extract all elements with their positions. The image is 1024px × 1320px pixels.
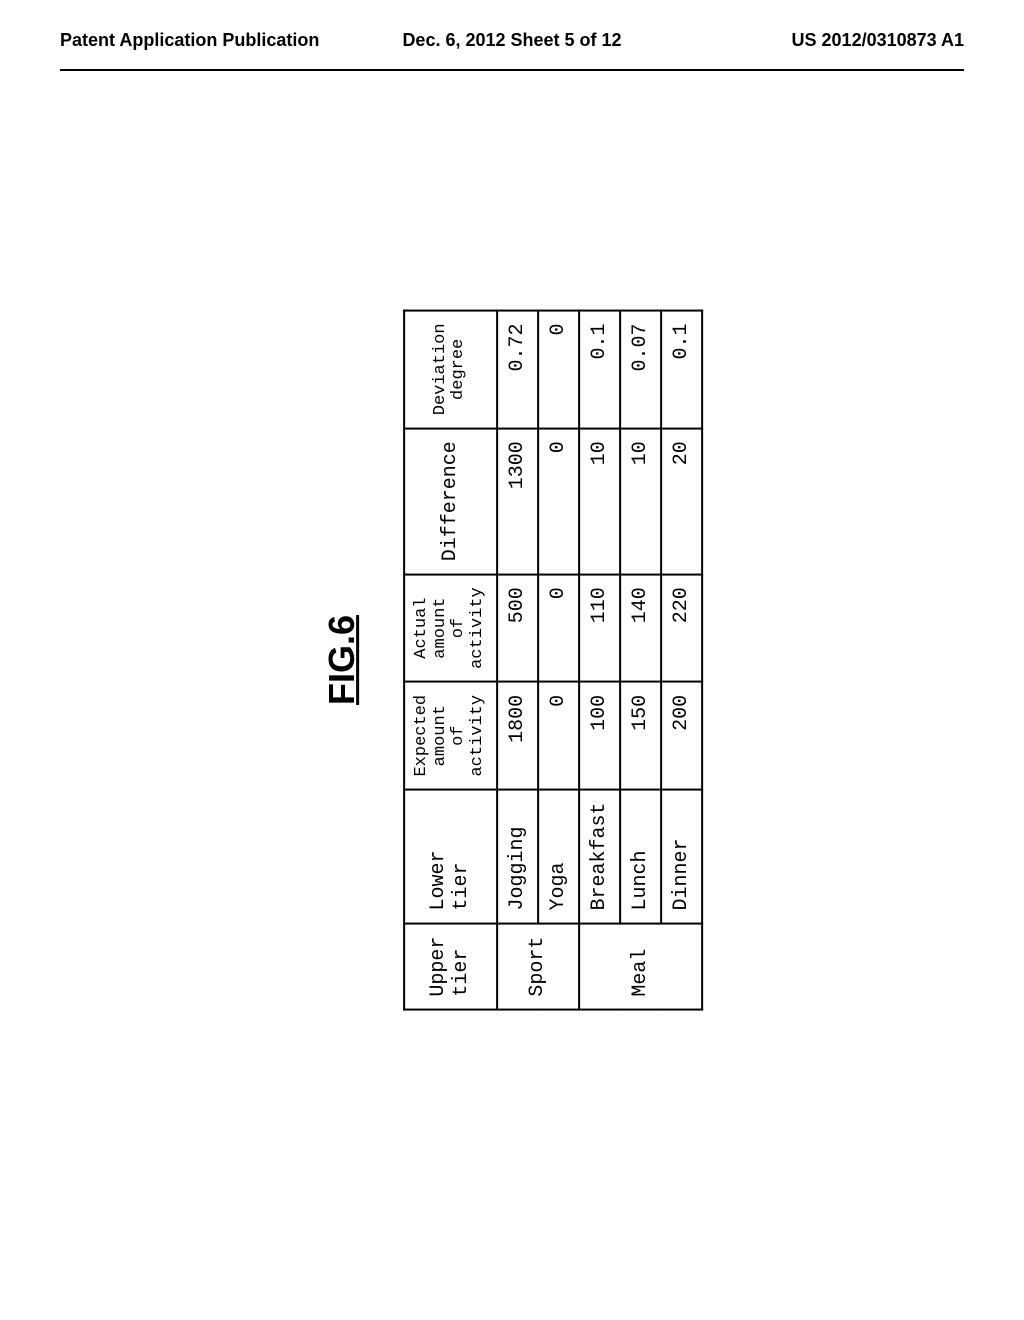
cell-expected: 150 — [620, 682, 661, 790]
cell-deviation: 0.72 — [497, 310, 538, 428]
figure-label: FIG.6 — [321, 309, 363, 1010]
cell-actual: 140 — [620, 574, 661, 682]
cell-actual: 0 — [538, 574, 579, 682]
cell-expected: 1800 — [497, 682, 538, 790]
col-header-deviation: Deviation degree — [404, 310, 497, 428]
col-header-actual: Actual amount of activity — [404, 574, 497, 682]
col-header-upper: Upper tier — [404, 924, 497, 1010]
page-header: Patent Application Publication Dec. 6, 2… — [0, 0, 1024, 61]
cell-actual: 110 — [579, 574, 620, 682]
cell-deviation: 0.1 — [579, 310, 620, 428]
table-header-row: Upper tier Lower tier Expected amount of… — [404, 310, 497, 1009]
cell-lower: Jogging — [497, 790, 538, 924]
table-row: Meal Breakfast 100 110 10 0.1 — [579, 310, 620, 1009]
header-right: US 2012/0310873 A1 — [622, 30, 964, 51]
cell-expected: 100 — [579, 682, 620, 790]
cell-lower: Breakfast — [579, 790, 620, 924]
cell-deviation: 0 — [538, 310, 579, 428]
header-divider — [60, 69, 964, 71]
cell-expected: 200 — [661, 682, 702, 790]
cell-upper: Meal — [579, 924, 702, 1010]
table-row: Yoga 0 0 0 0 — [538, 310, 579, 1009]
cell-difference: 20 — [661, 428, 702, 574]
cell-difference: 10 — [579, 428, 620, 574]
header-center: Dec. 6, 2012 Sheet 5 of 12 — [402, 30, 621, 51]
cell-deviation: 0.1 — [661, 310, 702, 428]
cell-difference: 0 — [538, 428, 579, 574]
table-row: Lunch 150 140 10 0.07 — [620, 310, 661, 1009]
table-row: Sport Jogging 1800 500 1300 0.72 — [497, 310, 538, 1009]
cell-difference: 1300 — [497, 428, 538, 574]
cell-actual: 220 — [661, 574, 702, 682]
col-header-difference: Difference — [404, 428, 497, 574]
cell-deviation: 0.07 — [620, 310, 661, 428]
cell-lower: Dinner — [661, 790, 702, 924]
cell-expected: 0 — [538, 682, 579, 790]
cell-lower: Lunch — [620, 790, 661, 924]
cell-upper: Sport — [497, 924, 579, 1010]
cell-lower: Yoga — [538, 790, 579, 924]
col-header-lower: Lower tier — [404, 790, 497, 924]
table-row: Dinner 200 220 20 0.1 — [661, 310, 702, 1009]
figure-container: FIG.6 Upper tier Lower tier Expected amo… — [321, 309, 703, 1010]
cell-actual: 500 — [497, 574, 538, 682]
cell-difference: 10 — [620, 428, 661, 574]
header-left: Patent Application Publication — [60, 30, 402, 51]
col-header-expected: Expected amount of activity — [404, 682, 497, 790]
activity-table: Upper tier Lower tier Expected amount of… — [403, 309, 703, 1010]
